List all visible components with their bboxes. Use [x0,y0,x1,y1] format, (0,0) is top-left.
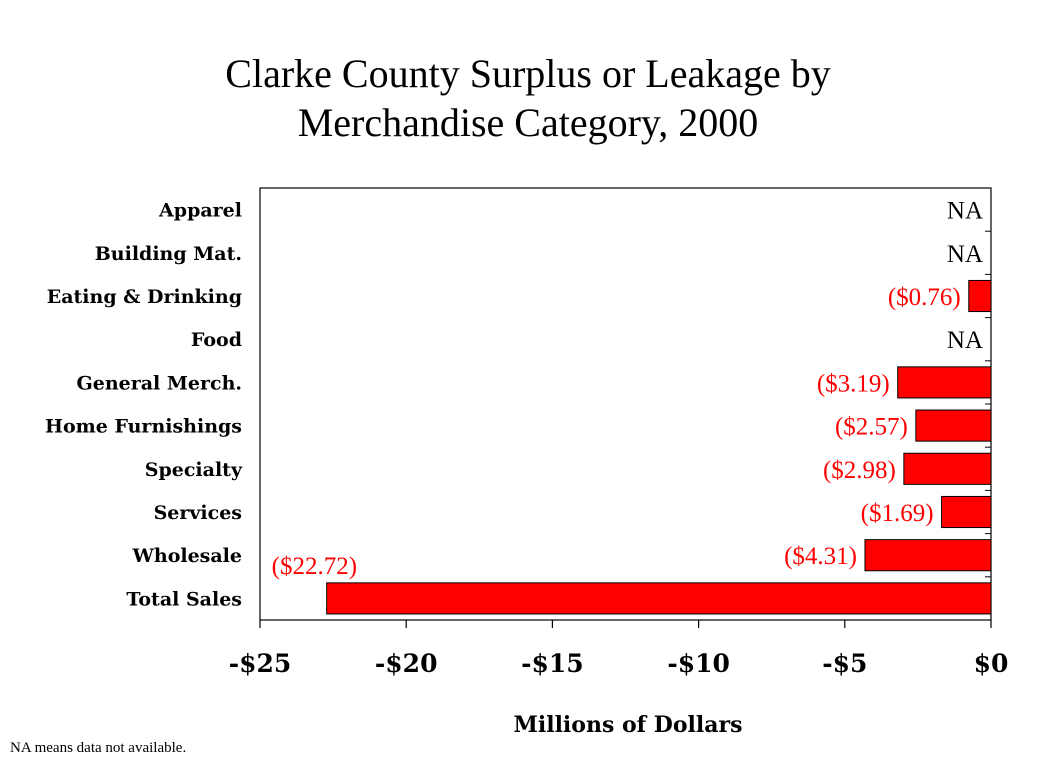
category-label: Specialty [145,459,243,481]
data-label: ($2.98) [823,457,896,484]
category-label: General Merch. [77,372,243,394]
chart-title-line-2: Merchandise Category, 2000 [298,100,759,145]
category-label: Total Sales [126,588,242,610]
category-label: Home Furnishings [45,416,242,438]
footnote: NA means data not available. [10,740,187,756]
category-label: Wholesale [132,545,242,567]
data-label: ($4.31) [784,543,857,570]
na-label: NA [947,327,983,354]
chart-title-line-1: Clarke County Surplus or Leakage by [225,51,830,96]
bar [903,452,992,485]
na-label: NA [947,198,983,225]
data-label: ($0.76) [888,284,961,311]
category-label: Eating & Drinking [47,286,242,308]
x-axis-label: Millions of Dollars [514,712,743,738]
x-tick-label: -$5 [822,649,867,678]
x-tick-label: $0 [974,649,1009,678]
bar [897,366,992,399]
category-label: Apparel [158,200,242,222]
data-label: ($1.69) [861,500,934,527]
surplus-leakage-chart: Clarke County Surplus or Leakage by Merc… [45,51,1009,738]
bar [968,279,992,313]
data-label: ($2.57) [835,414,908,441]
bar [326,582,992,615]
category-label: Food [191,329,242,351]
x-tick-label: -$25 [229,649,292,678]
bar [915,409,992,442]
x-tick-label: -$20 [375,649,438,678]
data-label: ($22.72) [272,553,357,580]
x-tick-label: -$10 [667,649,730,678]
bar [941,495,992,529]
x-tick-label: -$15 [521,649,584,678]
na-label: NA [947,241,983,268]
category-label: Services [154,502,242,524]
data-label: ($3.19) [817,370,890,397]
bar [864,539,992,572]
category-label: Building Mat. [95,243,242,265]
